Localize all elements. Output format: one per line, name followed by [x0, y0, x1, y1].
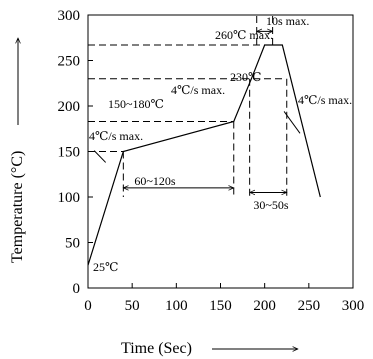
x-axis-title: Time (Sec) [121, 340, 192, 357]
axis-ticks: 0 50 100 150 200 250 300 0 50 100 150 200 250 300 [58, 8, 365, 314]
x-tick-label: 50 [125, 298, 140, 314]
y-tick-label: 50 [65, 236, 80, 252]
profile-line [87, 44, 321, 266]
ramp-down-leader [283, 111, 301, 134]
annotation-ramp-to-peak: 4℃/s max. [171, 83, 225, 97]
x-tick-label: 300 [342, 298, 365, 314]
x-tick-label: 200 [253, 298, 276, 314]
plot-frame [87, 14, 354, 289]
y-tick-label: 100 [58, 190, 81, 206]
y-tick-label: 300 [58, 8, 81, 24]
x-tick-label: 150 [209, 298, 232, 314]
profile-series [87, 44, 321, 266]
annotation-reflow-temp: 230℃ [230, 70, 261, 84]
annotation-peak-temp: 260℃ max. [215, 28, 273, 42]
annotation-peak-time: 10s max. [266, 14, 309, 28]
x-tick-label: 100 [165, 298, 188, 314]
annotation-ramp-up: 4℃/s max. [89, 129, 143, 143]
annotation-ramp-down: 4℃/s max. [298, 93, 352, 107]
y-tick-label: 150 [58, 145, 81, 161]
y-tick-label: 200 [58, 99, 81, 115]
annotation-start-temp: 25℃ [93, 260, 118, 274]
x-tick-label: 0 [84, 298, 92, 314]
reference-lines [88, 15, 288, 197]
x-tick-label: 250 [298, 298, 321, 314]
y-tick-label: 0 [73, 281, 81, 297]
annotation-preheat-temp: 150~180℃ [108, 97, 164, 111]
ramp-up-leader [93, 150, 107, 163]
y-axis-title: Temperature (°C) [9, 151, 26, 263]
y-tick-label: 250 [58, 54, 81, 70]
annotation-reflow-time: 30~50s [253, 198, 288, 212]
annotation-preheat-time: 60~120s [134, 174, 175, 188]
interval-arrows [93, 31, 301, 192]
